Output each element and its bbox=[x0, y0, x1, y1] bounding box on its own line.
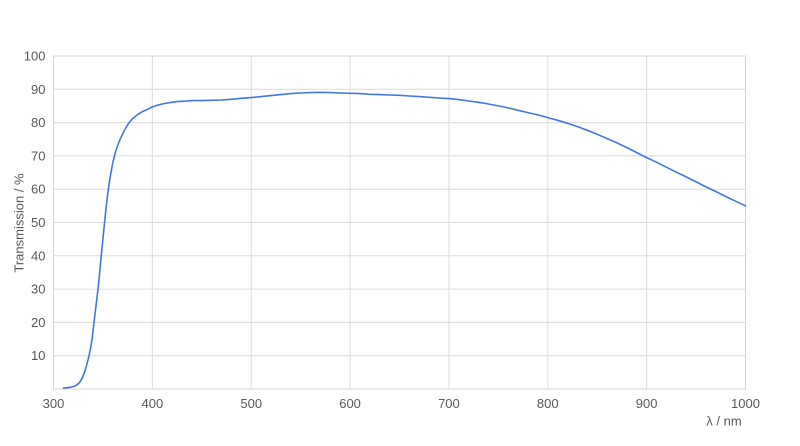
y-tick-label: 80 bbox=[31, 115, 45, 130]
x-tick-label: 500 bbox=[240, 396, 262, 411]
y-tick-label: 50 bbox=[31, 215, 45, 230]
y-tick-label: 10 bbox=[31, 348, 45, 363]
x-tick-label: 600 bbox=[339, 396, 361, 411]
x-axis-title: λ / nm bbox=[706, 413, 742, 429]
y-tick-label: 90 bbox=[31, 82, 45, 97]
y-tick-label: 60 bbox=[31, 182, 45, 197]
x-tick-label: 400 bbox=[142, 396, 164, 411]
y-axis-title: Transmission / % bbox=[11, 173, 27, 273]
plot-border bbox=[53, 55, 746, 390]
y-tick-label: 70 bbox=[31, 148, 45, 163]
transmission-curve bbox=[62, 91, 747, 389]
x-tick-label: 900 bbox=[636, 396, 658, 411]
x-tick-label: 800 bbox=[537, 396, 559, 411]
x-tick-label: 300 bbox=[43, 396, 65, 411]
y-tick-label: 20 bbox=[31, 315, 45, 330]
x-tick-label: 700 bbox=[438, 396, 460, 411]
y-tick-label: 40 bbox=[31, 248, 45, 263]
y-tick-label: 30 bbox=[31, 282, 45, 297]
y-tick-label: 100 bbox=[24, 49, 46, 64]
x-tick-label: 1000 bbox=[731, 396, 760, 411]
